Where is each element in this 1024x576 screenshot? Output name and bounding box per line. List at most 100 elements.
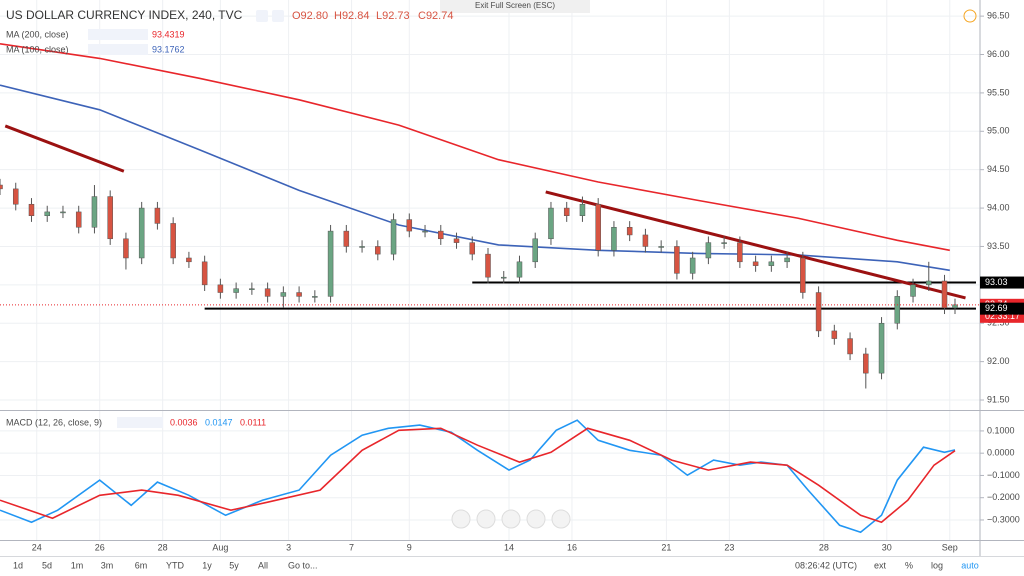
option-button[interactable]: log: [931, 560, 943, 570]
y-tick-label: 96.00: [987, 49, 1010, 59]
candle-body: [516, 261, 523, 278]
candle-body: [406, 219, 413, 232]
candle-body: [0, 184, 3, 190]
candle-body: [532, 238, 538, 263]
y-tick-label: 0.0000: [987, 448, 1015, 458]
y-tick-label: 92.00: [987, 356, 1010, 366]
candle-body: [626, 227, 633, 236]
option-button[interactable]: ext: [874, 560, 887, 570]
candle-body: [784, 257, 790, 263]
candle-body: [952, 304, 958, 309]
scroll-right[interactable]: [551, 509, 571, 529]
x-tick-label: Aug: [212, 542, 228, 552]
candle-body: [91, 196, 98, 228]
range-button[interactable]: 1y: [202, 560, 212, 570]
range-button[interactable]: 5y: [229, 560, 239, 570]
candle-body: [422, 230, 428, 233]
candle-body: [689, 257, 696, 274]
x-tick-label: 3: [286, 542, 291, 552]
clock: 08:26:42 (UTC): [795, 560, 857, 570]
candle-body: [390, 219, 397, 255]
x-tick-label: 16: [567, 542, 577, 552]
range-button[interactable]: 1m: [71, 560, 84, 570]
ma-legend-value: 93.1762: [152, 44, 185, 54]
candle-body: [264, 288, 271, 297]
candle-body: [375, 246, 381, 255]
x-tick-label: 14: [504, 542, 514, 552]
moving-average: [0, 43, 950, 252]
macd-title: MACD (12, 26, close, 9): [6, 417, 102, 427]
range-button[interactable]: 6m: [135, 560, 148, 570]
zoom-out[interactable]: [476, 509, 496, 529]
y-tick-label: 94.00: [987, 202, 1010, 212]
ohlc-value: L92.73: [376, 10, 410, 22]
settings-icon[interactable]: [256, 10, 268, 22]
exit-fullscreen[interactable]: Exit Full Screen (ESC): [475, 1, 555, 10]
candle-body: [611, 227, 617, 251]
candle-body: [768, 261, 775, 266]
moving-average: [0, 84, 950, 272]
candle-body: [186, 257, 192, 263]
ohlc-value: C92.74: [418, 10, 453, 22]
candle-body: [831, 330, 838, 339]
x-tick-label: 7: [349, 542, 354, 552]
candle-body: [453, 238, 460, 243]
range-button[interactable]: 5d: [42, 560, 52, 570]
candle-body: [312, 296, 318, 298]
candle-body: [154, 207, 161, 224]
range-button[interactable]: 1d: [13, 560, 23, 570]
candle-body: [438, 230, 444, 240]
candle-body: [170, 223, 176, 259]
range-button[interactable]: 3m: [101, 560, 114, 570]
macd-legend-value: 0.0111: [240, 417, 266, 427]
range-button[interactable]: All: [258, 560, 268, 570]
ma-legend-name: MA (100, close): [6, 44, 69, 54]
ma-icons: [88, 44, 148, 55]
x-tick-label: 9: [407, 542, 412, 552]
candle-body: [752, 261, 759, 266]
x-tick-label: Sep: [942, 542, 958, 552]
goto-button[interactable]: Go to...: [288, 560, 318, 570]
option-button[interactable]: auto: [961, 560, 979, 570]
macd-legend-value: 0.0036: [170, 417, 198, 427]
macd-legend-value: 0.0147: [205, 417, 233, 427]
candle-body: [249, 288, 255, 290]
candle-body: [721, 242, 727, 244]
plot: [0, 43, 980, 534]
scroll-left[interactable]: [451, 509, 471, 529]
candle-body: [500, 276, 507, 279]
macd-line: [0, 419, 956, 534]
candle-body: [233, 288, 239, 293]
candle-body: [296, 292, 302, 297]
y-tick-label: 95.50: [987, 87, 1010, 97]
candle-body: [941, 280, 948, 309]
candle-body: [863, 353, 869, 374]
exit-bg[interactable]: [440, 0, 590, 13]
candle-body: [201, 261, 208, 286]
ma-legend-value: 93.4319: [152, 29, 185, 39]
reset[interactable]: [501, 509, 521, 529]
candle-body: [28, 203, 35, 216]
y-tick-label: 93.50: [987, 241, 1010, 251]
x-tick-label: 28: [158, 542, 168, 552]
close-icon[interactable]: [272, 10, 284, 22]
ma-legend-name: MA (200, close): [6, 29, 69, 39]
candle-body: [642, 234, 649, 247]
option-button[interactable]: %: [905, 560, 913, 570]
candle-body: [658, 246, 664, 248]
y-tick-label: 95.00: [987, 126, 1010, 136]
candle-body: [469, 242, 476, 255]
x-tick-label: 30: [882, 542, 892, 552]
zoom-in[interactable]: [526, 509, 546, 529]
candle-body: [737, 242, 743, 263]
macd-icons: [117, 417, 163, 428]
alert-icon[interactable]: [963, 9, 977, 23]
range-button[interactable]: YTD: [166, 560, 185, 570]
candle-body: [75, 211, 82, 228]
candle-body: [878, 322, 885, 374]
candle-body: [815, 292, 822, 332]
candle-body: [548, 207, 554, 240]
candle-body: [926, 280, 932, 286]
ohlc-value: H92.84: [334, 10, 369, 22]
